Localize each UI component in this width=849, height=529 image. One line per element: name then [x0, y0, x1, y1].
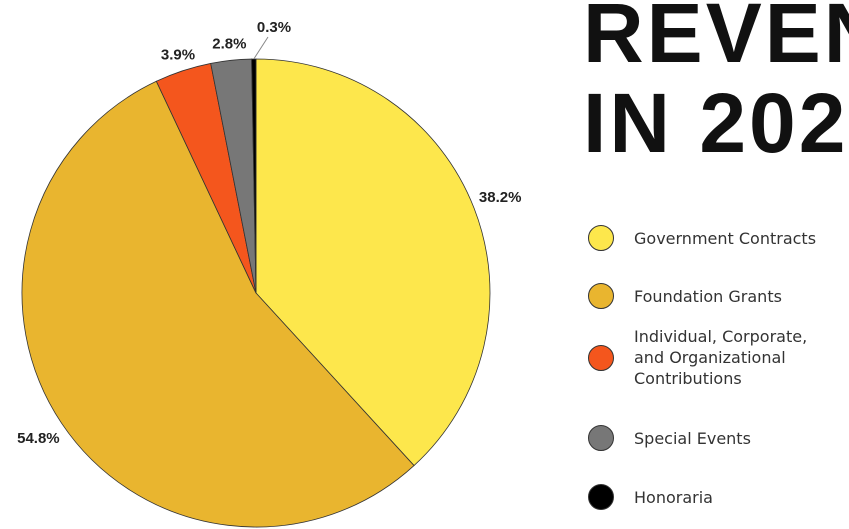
legend-swatch — [588, 283, 614, 309]
legend-label: Individual, Corporate, and Organizationa… — [634, 327, 808, 388]
data-label: 54.8% — [17, 430, 60, 447]
data-label: 2.8% — [212, 35, 246, 52]
pie-slice — [251, 58, 257, 294]
legend-swatch — [588, 225, 614, 251]
chart-title: REVENU — [583, 0, 849, 80]
legend-label: Honoraria — [634, 487, 713, 507]
data-label: 3.9% — [161, 46, 195, 63]
legend-swatch — [588, 344, 614, 371]
leader-line — [253, 36, 269, 60]
legend-item: Honoraria — [588, 484, 849, 510]
pie-slice — [21, 80, 415, 528]
data-label: 38.2% — [479, 189, 522, 206]
legend-item: Government Contracts — [588, 225, 849, 251]
legend-label: Foundation Grants — [634, 286, 782, 306]
pie-slice — [255, 58, 491, 467]
legend-item: Foundation Grants — [588, 283, 849, 309]
legend-item: Special Events — [588, 425, 849, 451]
legend-swatch — [588, 425, 614, 451]
legend-item: Individual, Corporate, and Organizationa… — [588, 326, 849, 389]
legend-swatch — [588, 484, 614, 510]
data-label: 0.3% — [257, 19, 291, 36]
legend-label: Government Contracts — [634, 228, 817, 248]
legend-label: Special Events — [634, 428, 751, 448]
